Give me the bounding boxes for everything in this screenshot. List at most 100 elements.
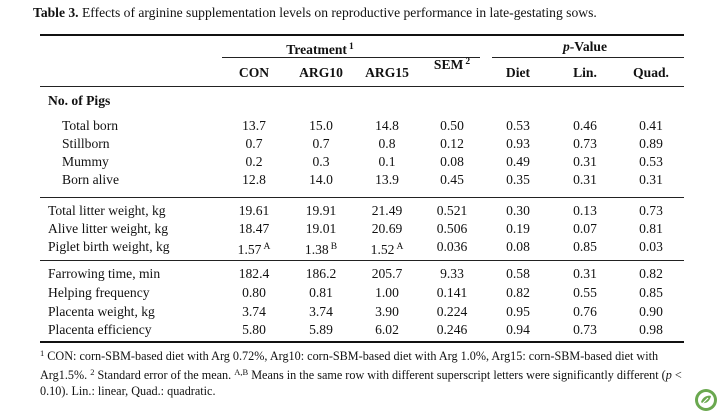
cell-lin: 0.73: [573, 136, 597, 151]
treatment-underline: [222, 57, 480, 58]
cell-lin: 0.76: [573, 304, 597, 319]
cell-arg15: 0.8: [378, 136, 396, 151]
col-arg15: ARG15: [365, 65, 409, 80]
cell-diet: 0.58: [506, 266, 530, 281]
cell-arg10: 186.2: [305, 266, 337, 281]
cell-arg15: 3.90: [375, 304, 399, 319]
cell-arg10: 0.7: [312, 136, 330, 151]
cell-arg15: 1.52 A: [370, 242, 404, 257]
row-label: Helping frequency: [48, 285, 150, 300]
cell-con: 5.80: [242, 322, 266, 337]
cell-quad: 0.90: [639, 304, 663, 319]
row-label: Alive litter weight, kg: [48, 221, 169, 236]
cell-quad: 0.98: [639, 322, 663, 337]
publisher-logo-icon: [695, 389, 717, 411]
group-rule-2: [40, 260, 684, 261]
caption-label: Table 3.: [33, 5, 79, 20]
cell-arg10: 14.0: [309, 172, 333, 187]
cell-quad: 0.81: [639, 221, 663, 236]
cell-sem: 0.246: [436, 322, 468, 337]
cell-lin: 0.46: [573, 118, 597, 133]
cell-lin: 0.55: [573, 285, 597, 300]
cell-arg10: 0.3: [312, 154, 330, 169]
row-label: Total born: [62, 118, 119, 133]
cell-arg10: 19.91: [305, 203, 337, 218]
cell-arg10: 3.74: [309, 304, 333, 319]
row-label: Farrowing time, min: [48, 266, 161, 281]
group-rule-1: [40, 197, 684, 198]
cell-arg15: 205.7: [371, 266, 403, 281]
cell-arg15: 1.00: [375, 285, 399, 300]
header-rule: [40, 86, 684, 87]
cell-arg15: 6.02: [375, 322, 399, 337]
cell-diet: 0.94: [506, 322, 530, 337]
col-arg10: ARG10: [299, 65, 343, 80]
cell-sem: 0.08: [440, 154, 464, 169]
row-label: Stillborn: [62, 136, 110, 151]
treatment-header: Treatment 1: [286, 42, 354, 57]
cell-arg15: 13.9: [375, 172, 399, 187]
cell-lin: 0.73: [573, 322, 597, 337]
cell-sem: 0.224: [436, 304, 468, 319]
cell-quad: 0.53: [639, 154, 663, 169]
cell-sem: 9.33: [440, 266, 464, 281]
cell-diet: 0.82: [506, 285, 530, 300]
bottom-rule: [40, 341, 684, 343]
table-footnote: 1 CON: corn-SBM-based diet with Arg 0.72…: [40, 348, 682, 398]
cell-con: 12.8: [242, 172, 266, 187]
cell-arg15: 0.1: [378, 154, 396, 169]
cell-diet: 0.53: [506, 118, 530, 133]
col-quad: Quad.: [633, 65, 669, 80]
cell-lin: 0.13: [573, 203, 597, 218]
row-label: Total litter weight, kg: [48, 203, 166, 218]
pvalue-header: p-Value: [562, 39, 608, 54]
row-label: Placenta weight, kg: [48, 304, 155, 319]
col-con: CON: [238, 65, 270, 80]
cell-arg10: 1.38 B: [304, 242, 338, 257]
row-label: Born alive: [62, 172, 120, 187]
pvalue-underline: [492, 57, 684, 58]
cell-arg10: 19.01: [305, 221, 337, 236]
col-lin: Lin.: [573, 65, 597, 80]
cell-sem: 0.12: [440, 136, 464, 151]
col-diet: Diet: [505, 65, 531, 80]
cell-arg15: 14.8: [375, 118, 399, 133]
cell-quad: 0.85: [639, 285, 663, 300]
cell-quad: 0.82: [639, 266, 663, 281]
cell-con: 0.2: [245, 154, 263, 169]
cell-arg15: 20.69: [371, 221, 403, 236]
cell-sem: 0.521: [436, 203, 468, 218]
cell-diet: 0.93: [506, 136, 530, 151]
sem-header: SEM 2: [433, 57, 471, 72]
cell-arg10: 15.0: [309, 118, 333, 133]
cell-arg10: 0.81: [309, 285, 333, 300]
cell-quad: 0.41: [639, 118, 663, 133]
cell-sem: 0.506: [436, 221, 468, 236]
cell-lin: 0.31: [573, 172, 597, 187]
cell-diet: 0.30: [506, 203, 530, 218]
cell-arg10: 5.89: [309, 322, 333, 337]
top-rule: [40, 34, 684, 36]
cell-lin: 0.31: [573, 154, 597, 169]
cell-con: 3.74: [242, 304, 266, 319]
cell-quad: 0.73: [639, 203, 663, 218]
cell-arg15: 21.49: [371, 203, 403, 218]
cell-diet: 0.19: [506, 221, 530, 236]
row-label: Mummy: [62, 154, 109, 169]
section-label: No. of Pigs: [48, 93, 111, 108]
cell-sem: 0.036: [436, 239, 468, 254]
cell-lin: 0.31: [573, 266, 597, 281]
row-label: Placenta efficiency: [48, 322, 152, 337]
cell-diet: 0.35: [506, 172, 530, 187]
cell-con: 13.7: [242, 118, 266, 133]
cell-lin: 0.07: [573, 221, 597, 236]
cell-con: 18.47: [238, 221, 270, 236]
cell-quad: 0.89: [639, 136, 663, 151]
cell-diet: 0.95: [506, 304, 530, 319]
row-label: Piglet birth weight, kg: [48, 239, 170, 254]
cell-con: 182.4: [238, 266, 270, 281]
cell-sem: 0.141: [436, 285, 468, 300]
cell-quad: 0.03: [639, 239, 663, 254]
table-caption: Table 3. Effects of arginine supplementa…: [33, 5, 713, 21]
cell-diet: 0.08: [506, 239, 530, 254]
